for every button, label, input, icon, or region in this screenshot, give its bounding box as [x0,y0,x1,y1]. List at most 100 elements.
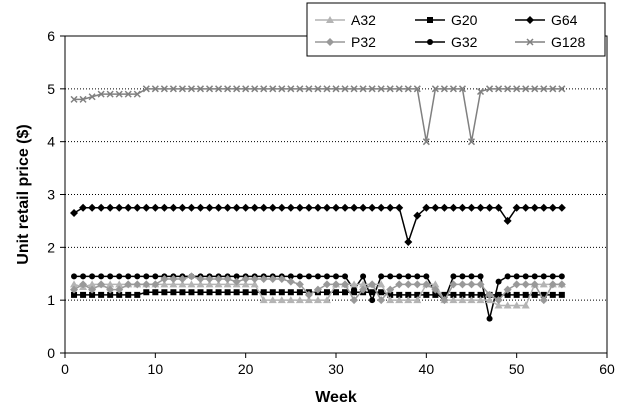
y-tick-label: 0 [47,345,55,361]
data-point-p32 [341,280,350,289]
data-point-g32 [152,273,159,280]
data-point-g128 [260,85,268,93]
data-point-g20 [161,289,168,296]
data-point-g20 [441,291,448,298]
data-point-g128 [88,93,96,101]
data-point-g64 [268,203,277,212]
data-point-g32 [233,273,240,280]
data-point-a32 [277,296,286,304]
data-point-g64 [142,203,151,212]
data-point-a32 [268,296,277,304]
data-point-p32 [476,280,485,289]
data-point-g64 [205,203,214,212]
data-point-g64 [313,203,322,212]
data-point-p32 [277,275,286,284]
x-axis-title: Week [315,389,357,406]
x-tick-label: 50 [509,361,525,377]
data-point-p32 [295,280,304,289]
data-point-g20 [278,289,285,296]
data-point-g128 [395,85,403,93]
data-point-p32 [521,280,530,289]
data-point-g32 [414,273,421,280]
data-point-g20 [369,289,376,296]
data-point-p32 [313,285,322,294]
data-point-g64 [259,203,268,212]
data-point-a32 [178,280,187,288]
data-point-g20 [107,291,114,298]
data-point-g20 [224,289,231,296]
data-point-g20 [152,289,159,296]
data-point-g64 [359,203,368,212]
data-point-g32 [405,273,412,280]
series-p32 [70,272,566,305]
data-point-g20 [396,291,403,298]
data-point-g64 [133,203,142,212]
data-point-a32 [196,280,205,288]
data-point-p32 [494,296,503,305]
data-point-a32 [512,301,521,309]
data-point-g64 [449,203,458,212]
data-point-p32 [205,275,214,284]
data-point-g20 [170,289,177,296]
data-point-a32 [187,280,196,288]
data-point-g128 [495,85,503,93]
data-point-g20 [477,291,484,298]
data-point-g32 [98,273,105,280]
data-point-p32 [133,280,142,289]
data-point-g64 [530,203,539,212]
data-point-g64 [106,203,115,212]
data-point-g32 [369,297,376,304]
data-point-g128 [504,85,512,93]
data-point-g20 [513,291,520,298]
data-point-g20 [522,291,529,298]
data-point-g64 [250,203,259,212]
data-point-g64 [214,203,223,212]
data-point-g32 [89,273,96,280]
legend-swatch-marker [427,17,433,23]
data-point-a32 [106,280,115,288]
data-point-p32 [431,285,440,294]
data-point-g128 [323,85,331,93]
series-g64 [70,203,566,247]
data-point-g128 [97,90,105,98]
legend-label: G20 [451,12,478,28]
data-point-p32 [178,275,187,284]
data-point-p32 [169,275,178,284]
data-point-g128 [413,85,421,93]
data-point-g20 [459,291,466,298]
data-point-g64 [277,203,286,212]
data-point-p32 [530,280,539,289]
x-axis-ticks: 0 10 20 30 40 50 60 [61,353,615,377]
data-point-a32 [259,296,268,304]
data-point-g20 [233,289,240,296]
data-point-g128 [124,90,132,98]
data-point-g32 [296,273,303,280]
data-point-p32 [512,280,521,289]
data-point-g32 [549,273,556,280]
data-point-g64 [124,203,133,212]
data-point-p32 [151,280,160,289]
data-point-g64 [512,203,521,212]
data-point-g20 [197,289,204,296]
data-point-g20 [387,291,394,298]
data-point-g32 [378,273,385,280]
data-point-a32 [386,296,395,304]
data-point-p32 [214,275,223,284]
data-point-g20 [333,289,339,296]
data-point-g128 [467,138,476,146]
data-point-a32 [350,280,359,288]
data-point-g32 [486,315,493,322]
data-point-g128 [404,85,412,93]
data-point-p32 [223,275,232,284]
data-point-a32 [322,296,331,304]
legend-box [306,2,606,57]
data-point-g32 [116,273,123,280]
data-point-g64 [223,203,232,212]
data-point-g20 [116,291,123,298]
data-point-g20 [98,291,105,298]
data-point-g128 [106,90,114,98]
data-point-g64 [79,203,88,212]
y-tick-label: 5 [47,81,55,97]
data-point-g64 [368,203,377,212]
